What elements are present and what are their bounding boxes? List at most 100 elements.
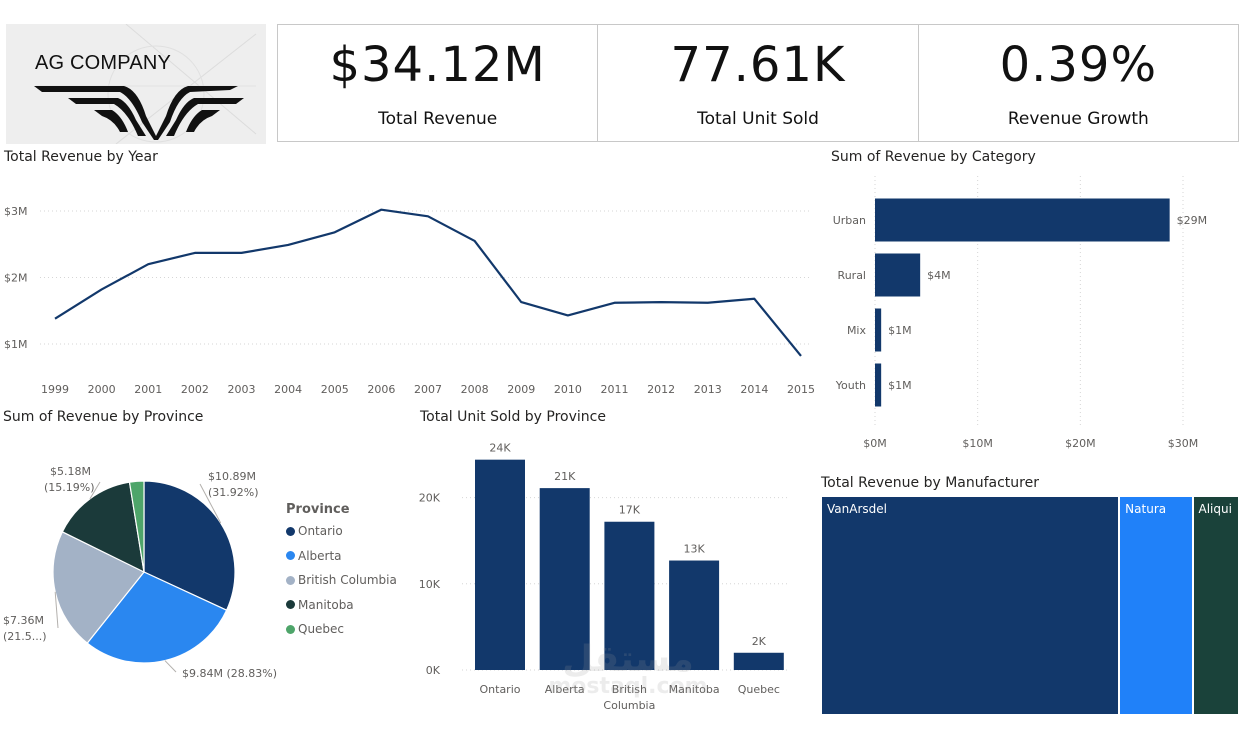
data-label: (15.19%) <box>44 481 95 494</box>
legend-label: Alberta <box>298 548 342 563</box>
bar <box>733 652 784 670</box>
category-label: Ontario <box>480 683 521 696</box>
x-tick-label: 1999 <box>41 383 69 396</box>
pie-slice <box>143 480 236 612</box>
x-tick-label: 2012 <box>647 383 675 396</box>
y-tick-label: 10K <box>419 578 441 591</box>
x-tick-label: 2010 <box>554 383 582 396</box>
x-tick-label: 2008 <box>461 383 489 396</box>
data-label: (31.92%) <box>208 486 259 499</box>
x-tick-label: 2015 <box>787 383 815 396</box>
x-tick-label: 2004 <box>274 383 302 396</box>
pie-slice <box>52 531 145 644</box>
chart-title-units-by-province: Total Unit Sold by Province <box>420 409 606 425</box>
bar <box>875 198 1170 242</box>
kpi-cards: $34.12M Total Revenue 77.61K Total Unit … <box>277 24 1239 142</box>
data-label: $1M <box>888 379 912 392</box>
data-label: 17K <box>619 504 641 517</box>
treemap-tile[interactable]: VanArsdel <box>822 497 1119 714</box>
x-tick-label: 2011 <box>601 383 629 396</box>
x-tick-label: 2013 <box>694 383 722 396</box>
x-tick-label: $30M <box>1168 437 1199 450</box>
bar <box>539 488 590 670</box>
data-label: $7.36M <box>3 614 44 627</box>
logo-emblem <box>34 24 257 144</box>
watermark-arabic: مستقل <box>562 639 694 680</box>
category-label: Columbia <box>603 699 655 712</box>
treemap-tile[interactable]: Natura <box>1120 497 1192 714</box>
legend-item[interactable]: Quebec <box>286 617 397 642</box>
bar-chart-units-by-province[interactable]: 0K 10K 20K 24K Ontario 21K Alberta 17K British Co… <box>410 432 810 722</box>
legend-item[interactable]: British Columbia <box>286 568 397 593</box>
x-tick-label: 2014 <box>740 383 768 396</box>
x-tick-label: 2005 <box>321 383 349 396</box>
pie-slice <box>86 571 228 664</box>
pie-chart-revenue-by-province[interactable]: $10.89M (31.92%) $9.84M (28.83%) $7.36M (21.… <box>0 432 290 732</box>
x-tick-label: $10M <box>962 437 993 450</box>
category-label: Mix <box>847 324 867 337</box>
bar <box>875 253 921 297</box>
x-tick-label: 2007 <box>414 383 442 396</box>
bar <box>875 308 882 352</box>
category-label: Rural <box>838 269 866 282</box>
bar <box>875 363 882 407</box>
data-label: (21.5...) <box>3 630 47 643</box>
data-label: $1M <box>888 324 912 337</box>
line-chart-revenue-by-year[interactable]: $1M $2M $3M 1999 2000 2001 2002 2003 2004 2005 200… <box>0 170 820 405</box>
pie-legend: Province Ontario Alberta British Columbia M… <box>286 502 397 642</box>
data-label: $9.84M (28.83%) <box>182 667 277 680</box>
y-tick-label: 0K <box>426 664 441 677</box>
logo-text: AG COMPANY <box>34 52 172 74</box>
data-label: 24K <box>489 442 511 455</box>
treemap-revenue-by-manufacturer[interactable]: VanArsdel Natura Aliqui <box>822 497 1238 714</box>
leader-line <box>54 591 59 629</box>
kpi-label: Total Revenue <box>378 109 498 129</box>
data-label: 2K <box>752 635 767 648</box>
x-tick-label: 2001 <box>134 383 162 396</box>
x-tick-label: 2000 <box>88 383 116 396</box>
kpi-total-revenue[interactable]: $34.12M Total Revenue <box>278 25 599 141</box>
y-tick-label: $3M <box>4 205 28 218</box>
kpi-label: Revenue Growth <box>1007 109 1149 129</box>
y-tick-label: $1M <box>4 338 28 351</box>
data-label: $29M <box>1177 214 1208 227</box>
y-tick-label: 20K <box>419 492 441 505</box>
legend-item[interactable]: Ontario <box>286 519 397 544</box>
legend-marker <box>286 526 295 536</box>
company-logo: AG COMPANY <box>6 24 266 144</box>
x-tick-label: $0M <box>863 437 887 450</box>
watermark: مستقل mostaql.com <box>548 640 708 720</box>
y-tick-label: $2M <box>4 272 28 285</box>
data-label: $5.18M <box>50 465 91 478</box>
bar-chart-revenue-by-category[interactable]: $0M $10M $20M $30M Urban $29M Rural $4M Mix $1M Yo… <box>820 170 1254 460</box>
chart-title-revenue-by-manufacturer: Total Revenue by Manufacturer <box>821 475 1039 491</box>
legend-label: Ontario <box>298 524 343 539</box>
kpi-revenue-growth[interactable]: 0.39% Revenue Growth <box>919 25 1238 141</box>
data-label: 13K <box>683 543 705 556</box>
legend-marker <box>286 624 295 634</box>
data-label: $10.89M <box>208 470 256 483</box>
category-label: Quebec <box>738 683 780 696</box>
treemap-label: Natura <box>1125 502 1167 516</box>
treemap-label: Aliqui <box>1198 502 1232 516</box>
series-line <box>54 208 802 357</box>
legend-label: British Columbia <box>298 573 397 588</box>
legend-item[interactable]: Manitoba <box>286 593 397 618</box>
bar <box>475 459 525 670</box>
category-label: Manitoba <box>669 683 720 696</box>
chart-title-revenue-by-year: Total Revenue by Year <box>4 149 158 165</box>
kpi-value: 77.61K <box>670 37 846 93</box>
kpi-total-unit-sold[interactable]: 77.61K Total Unit Sold <box>598 25 919 141</box>
pie-slice <box>61 481 145 574</box>
leader-line <box>164 660 177 673</box>
x-tick-label: 2002 <box>181 383 209 396</box>
treemap-tile[interactable]: Aliqui <box>1193 497 1238 714</box>
x-tick-label: 2003 <box>228 383 256 396</box>
bar <box>604 521 655 670</box>
data-label: 21K <box>554 470 576 483</box>
kpi-label: Total Unit Sold <box>697 109 819 129</box>
legend-item[interactable]: Alberta <box>286 544 397 569</box>
legend-label: Quebec <box>298 622 345 637</box>
bar <box>669 560 720 670</box>
leader-line <box>89 481 101 500</box>
